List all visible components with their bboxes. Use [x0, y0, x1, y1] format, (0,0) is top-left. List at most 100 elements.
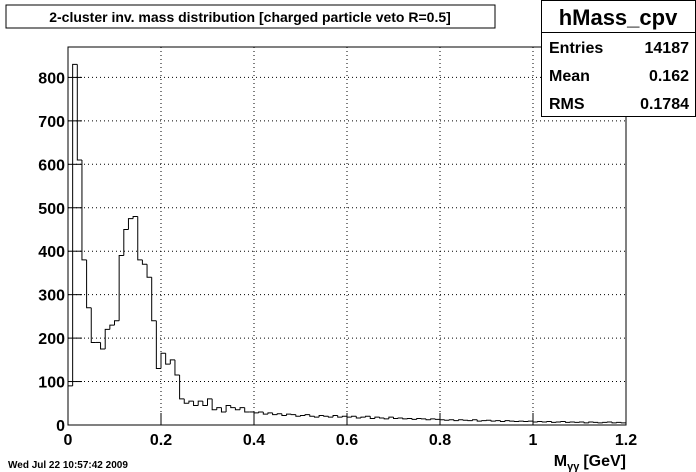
title-box	[5, 4, 496, 29]
histogram-bin	[202, 401, 208, 406]
y-tick-label: 800	[38, 70, 65, 87]
histogram-bin	[304, 414, 310, 416]
histogram-bin	[281, 413, 287, 416]
histogram-bin	[146, 264, 152, 278]
histogram-bin	[193, 401, 199, 406]
plot-area: 0 100 200 300 400 500 600 700 800 0 0.2 0.4 0.6 0.8 1 1…	[38, 46, 637, 449]
histogram-bin	[151, 277, 157, 322]
histogram-bin	[67, 385, 73, 425]
histogram-bin	[118, 255, 124, 321]
histogram-bin	[197, 400, 203, 406]
histogram-bin	[230, 405, 236, 409]
histogram-bin	[341, 415, 347, 418]
plot-frame	[67, 46, 627, 426]
histogram-bin	[179, 375, 185, 400]
histogram-bin	[369, 416, 375, 419]
histogram-bin	[132, 215, 138, 219]
histogram-bin	[379, 417, 385, 419]
histogram-bin	[476, 419, 482, 422]
histogram-bin	[588, 421, 594, 423]
histogram-bin	[127, 218, 134, 230]
histogram-bin	[360, 416, 366, 419]
x-tick-label: 0.2	[150, 432, 172, 449]
histogram-bin	[504, 420, 510, 422]
histogram-bin	[323, 415, 329, 417]
date-stamp: Wed Jul 22 10:57:42 2009	[8, 460, 128, 471]
histogram-bin	[499, 420, 506, 423]
histogram-bin	[351, 415, 357, 418]
histogram-bin	[258, 411, 264, 413]
histogram-bin	[155, 320, 161, 370]
histogram-bin	[332, 414, 338, 418]
stats-value: 0.162	[649, 68, 689, 85]
histogram-bin	[76, 64, 82, 161]
histogram-bin	[374, 416, 380, 419]
histogram-bin	[267, 412, 273, 415]
histogram-bin	[620, 422, 627, 425]
histogram-bin	[295, 414, 301, 417]
histogram-bin	[327, 416, 334, 418]
histogram-bin	[90, 307, 96, 343]
y-tick-label: 0	[56, 418, 65, 435]
histogram-bin	[174, 359, 180, 376]
histogram-bin	[583, 421, 589, 424]
histogram-bin	[337, 415, 343, 418]
x-label-unit: [GeV]	[583, 453, 626, 470]
histogram-bin	[165, 353, 171, 365]
x-tick-label: 0.6	[336, 432, 358, 449]
histogram-bin	[183, 398, 189, 404]
x-tick-label: 0.4	[243, 432, 265, 449]
histogram-bin	[86, 259, 92, 309]
histogram-bin	[383, 418, 389, 420]
histogram-bin	[239, 407, 245, 410]
histogram-bin	[425, 418, 431, 421]
histogram-bin	[453, 419, 459, 422]
histogram-bin	[276, 413, 282, 415]
histogram-bin	[81, 159, 87, 261]
x-label-subscript: γγ	[567, 461, 580, 472]
histogram-bin	[393, 417, 399, 419]
histogram-bin	[207, 398, 213, 406]
histogram-bin	[109, 324, 115, 330]
histogram-bin	[472, 419, 478, 421]
stats-value: 0.1784	[640, 96, 689, 113]
histogram-bin	[123, 228, 129, 256]
histogram-bin	[490, 420, 496, 422]
x-tick-label: 1	[529, 432, 538, 449]
histogram-bin	[72, 63, 78, 386]
histogram-bin	[286, 413, 292, 416]
histogram-bin	[188, 400, 194, 404]
histogram-bin	[458, 419, 464, 421]
histogram-bin	[565, 421, 571, 423]
histogram-bin	[309, 414, 315, 417]
x-tick-label: 0	[64, 432, 73, 449]
histogram-bin	[365, 415, 371, 418]
y-tick-label: 700	[38, 114, 65, 131]
histogram-bin	[411, 418, 417, 420]
histogram-bin	[416, 417, 422, 420]
histogram-bin	[355, 416, 361, 419]
y-tick-label: 400	[38, 244, 65, 261]
histogram-bin	[402, 418, 408, 420]
histogram-bin	[318, 414, 324, 418]
histogram-bin	[253, 411, 259, 414]
stats-label: RMS	[549, 96, 585, 113]
y-tick-label: 600	[38, 157, 65, 174]
histogram-bin	[137, 216, 143, 261]
histogram-bin	[169, 359, 175, 365]
y-tick-label: 500	[38, 201, 65, 218]
y-tick-label: 200	[38, 331, 65, 348]
x-label-main: M	[554, 453, 567, 470]
histogram-bin	[104, 328, 110, 349]
histogram-bin	[300, 414, 306, 417]
y-tick-label: 100	[38, 375, 65, 392]
histogram-bin	[272, 412, 278, 416]
stats-value: 14187	[645, 40, 690, 57]
histogram-bin	[532, 421, 538, 423]
x-tick-label: 1.2	[615, 432, 637, 449]
histogram-bin	[225, 404, 231, 412]
histogram-bin	[313, 416, 320, 418]
histogram-bin	[346, 416, 352, 418]
histogram-bin	[430, 418, 436, 420]
